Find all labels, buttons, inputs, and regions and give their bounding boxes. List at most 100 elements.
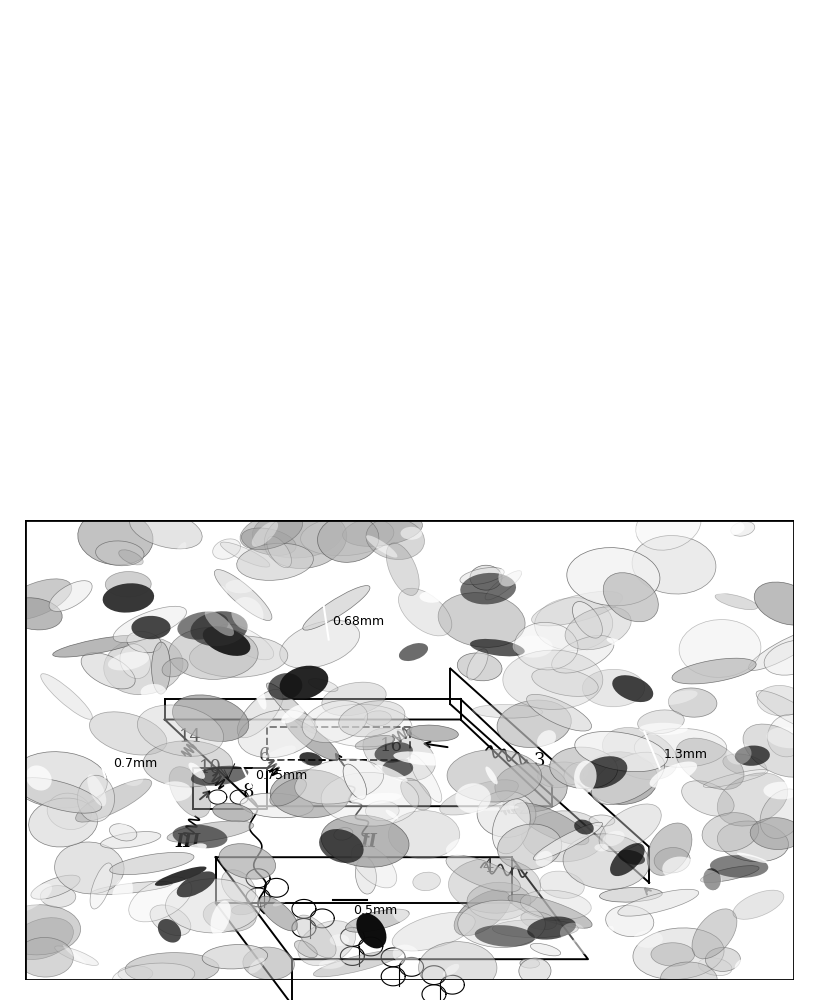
- Ellipse shape: [604, 573, 658, 622]
- Ellipse shape: [443, 964, 459, 977]
- Ellipse shape: [191, 611, 247, 646]
- Ellipse shape: [737, 853, 768, 863]
- Ellipse shape: [314, 950, 402, 977]
- Ellipse shape: [322, 682, 387, 716]
- Ellipse shape: [16, 937, 74, 977]
- Text: 14: 14: [179, 728, 201, 746]
- Text: 4: 4: [483, 858, 494, 876]
- Ellipse shape: [400, 778, 431, 810]
- Ellipse shape: [531, 943, 561, 956]
- Ellipse shape: [88, 774, 106, 806]
- Ellipse shape: [676, 738, 744, 790]
- Ellipse shape: [618, 850, 645, 865]
- Ellipse shape: [663, 857, 699, 881]
- Ellipse shape: [78, 510, 153, 565]
- Ellipse shape: [633, 928, 724, 979]
- Ellipse shape: [757, 685, 804, 716]
- Ellipse shape: [343, 764, 367, 799]
- Ellipse shape: [419, 591, 443, 603]
- Ellipse shape: [575, 731, 667, 772]
- Ellipse shape: [700, 866, 759, 883]
- Ellipse shape: [167, 821, 254, 842]
- Ellipse shape: [767, 727, 808, 748]
- Ellipse shape: [668, 688, 717, 717]
- Ellipse shape: [319, 959, 345, 969]
- Ellipse shape: [681, 781, 734, 816]
- Ellipse shape: [189, 636, 287, 677]
- Text: 0.75mm: 0.75mm: [256, 769, 308, 782]
- Text: 6: 6: [259, 747, 270, 765]
- Ellipse shape: [129, 509, 202, 549]
- Ellipse shape: [162, 658, 188, 677]
- Ellipse shape: [118, 966, 153, 982]
- Ellipse shape: [717, 821, 789, 862]
- Ellipse shape: [252, 509, 342, 558]
- Ellipse shape: [537, 730, 556, 749]
- Ellipse shape: [634, 728, 726, 767]
- Ellipse shape: [173, 542, 187, 563]
- Ellipse shape: [419, 942, 497, 994]
- Ellipse shape: [483, 546, 540, 559]
- Ellipse shape: [220, 542, 269, 567]
- Ellipse shape: [110, 852, 194, 875]
- Ellipse shape: [365, 801, 399, 821]
- Ellipse shape: [173, 695, 249, 741]
- Ellipse shape: [52, 635, 143, 657]
- Ellipse shape: [11, 752, 107, 808]
- Ellipse shape: [711, 608, 733, 618]
- Ellipse shape: [334, 828, 353, 840]
- Ellipse shape: [252, 745, 296, 773]
- Ellipse shape: [280, 620, 360, 668]
- Ellipse shape: [735, 946, 769, 968]
- Ellipse shape: [29, 798, 97, 847]
- Ellipse shape: [503, 650, 603, 709]
- Ellipse shape: [295, 759, 383, 804]
- Ellipse shape: [63, 945, 86, 964]
- Ellipse shape: [552, 635, 614, 673]
- Ellipse shape: [565, 607, 631, 650]
- Ellipse shape: [346, 909, 410, 932]
- Ellipse shape: [203, 900, 256, 932]
- Ellipse shape: [240, 793, 313, 818]
- Ellipse shape: [492, 799, 530, 854]
- Ellipse shape: [409, 754, 441, 802]
- Ellipse shape: [467, 882, 531, 920]
- Ellipse shape: [717, 773, 788, 826]
- Ellipse shape: [40, 886, 76, 907]
- Ellipse shape: [756, 691, 819, 731]
- Ellipse shape: [240, 512, 302, 550]
- Ellipse shape: [580, 756, 627, 788]
- Ellipse shape: [735, 958, 766, 982]
- Ellipse shape: [603, 727, 677, 780]
- Ellipse shape: [131, 616, 170, 639]
- Ellipse shape: [308, 679, 338, 692]
- Ellipse shape: [231, 597, 264, 631]
- Ellipse shape: [672, 658, 756, 684]
- Ellipse shape: [14, 884, 52, 912]
- Ellipse shape: [188, 763, 205, 779]
- Ellipse shape: [16, 778, 102, 813]
- Ellipse shape: [191, 766, 248, 786]
- Ellipse shape: [723, 754, 767, 776]
- Ellipse shape: [585, 522, 640, 546]
- Ellipse shape: [710, 855, 768, 878]
- Ellipse shape: [460, 567, 505, 585]
- Ellipse shape: [366, 518, 424, 560]
- Ellipse shape: [89, 712, 167, 755]
- Ellipse shape: [743, 724, 813, 777]
- Ellipse shape: [406, 725, 459, 741]
- Ellipse shape: [188, 843, 206, 853]
- Ellipse shape: [413, 872, 441, 891]
- Ellipse shape: [237, 543, 314, 580]
- Ellipse shape: [563, 834, 649, 889]
- Ellipse shape: [610, 843, 645, 876]
- Ellipse shape: [302, 701, 368, 743]
- Ellipse shape: [238, 689, 283, 738]
- Ellipse shape: [55, 946, 98, 965]
- Ellipse shape: [446, 855, 520, 892]
- Ellipse shape: [457, 653, 502, 681]
- Ellipse shape: [141, 684, 166, 700]
- Ellipse shape: [600, 888, 663, 902]
- Ellipse shape: [540, 871, 584, 898]
- Ellipse shape: [438, 593, 525, 647]
